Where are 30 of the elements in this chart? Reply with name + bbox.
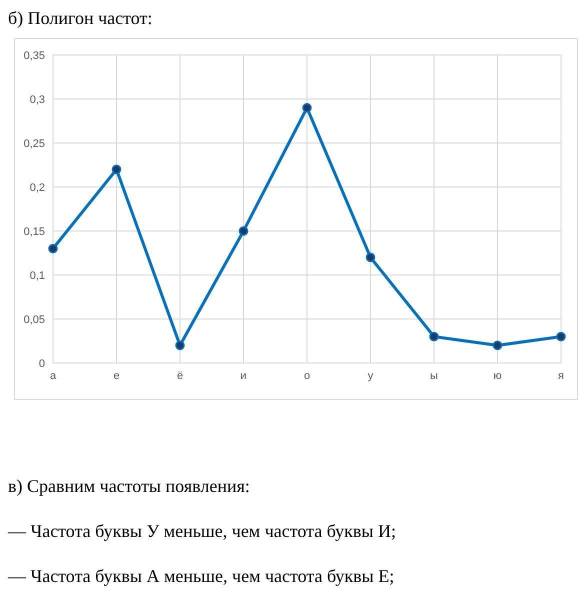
point	[48, 244, 58, 254]
point	[556, 332, 566, 342]
x-tick-label: и	[240, 370, 247, 382]
chart-title: б) Полигон частот:	[8, 8, 154, 30]
point	[429, 332, 439, 342]
y-tick-label: 0,25	[24, 138, 45, 150]
point	[175, 340, 185, 350]
y-tick-label: 0,1	[30, 270, 45, 282]
text: в) Сравним частоты появления:	[8, 476, 251, 497]
point	[366, 252, 376, 262]
y-tick-label: 0,2	[30, 182, 45, 194]
x-tick-label: е	[113, 370, 120, 382]
x-tick-label: я	[558, 370, 564, 382]
y-tick-label: 0,05	[24, 314, 45, 326]
y-tick-label: 0,15	[24, 226, 45, 238]
point	[302, 103, 312, 113]
text: — Частота буквы У меньше, чем частота буквы И;	[8, 521, 398, 542]
x-tick-label: ю	[493, 370, 502, 382]
x-tick-label: ы	[430, 370, 438, 382]
y-tick-label: 0,3	[30, 94, 45, 106]
x-tick-label: ё	[176, 370, 184, 382]
x-tick-label: а	[50, 370, 57, 382]
point	[238, 226, 248, 236]
point	[112, 164, 122, 174]
point	[492, 340, 502, 350]
text: — Частота буквы А меньше, чем частота буквы Е;	[8, 566, 396, 587]
y-tick-label: 0,35	[24, 50, 45, 62]
x-tick-label: у	[368, 370, 374, 382]
y-tick-label: 0	[38, 358, 45, 370]
x-tick-label: о	[304, 370, 310, 382]
